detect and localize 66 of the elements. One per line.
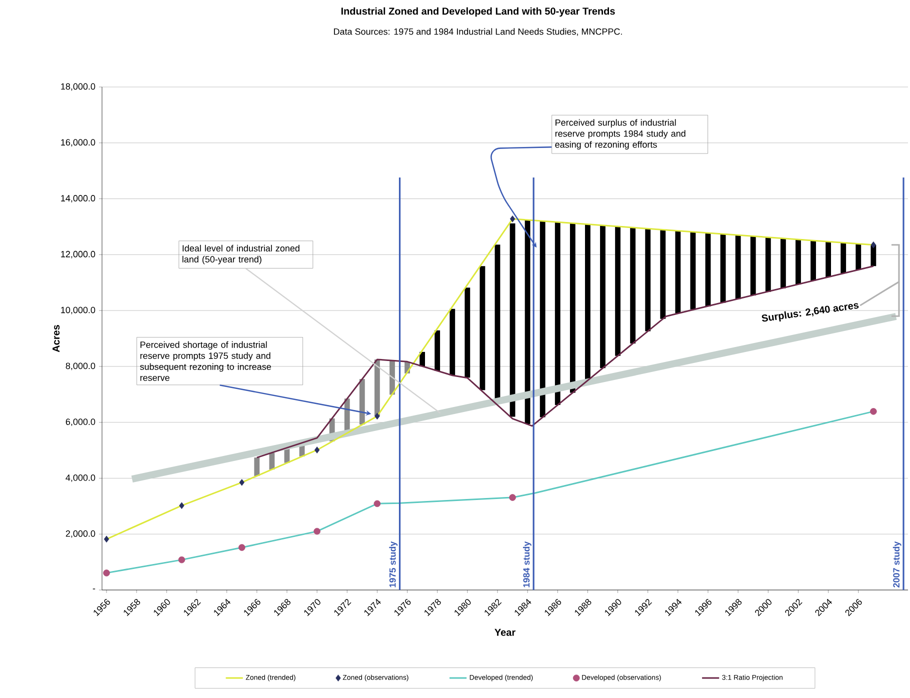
bar (585, 224, 590, 380)
chart-subtitle: Data Sources: 1975 and 1984 Industrial Land Needs Studies, MNCPPC. (334, 28, 622, 36)
point (239, 479, 244, 486)
bar (705, 232, 711, 306)
bar (690, 232, 696, 310)
point (374, 500, 381, 508)
y-tick-label: 12,000.0 (61, 250, 96, 258)
point (103, 570, 110, 576)
bar (750, 236, 756, 296)
bar (554, 222, 560, 405)
bar (570, 223, 576, 393)
bar (765, 237, 771, 292)
ref-line-label: 1975 study (389, 541, 398, 588)
annotation: Ideal level of industrial zoned land (50-year trend) (182, 244, 300, 264)
point (104, 536, 110, 543)
annotation: Perceived shortage of industrial reserve prompts 1975 study and subsequent rezoning to increase reserve (140, 341, 271, 381)
bar (720, 234, 726, 303)
bar (450, 308, 456, 376)
bar (840, 242, 846, 274)
y-tick-label: 4,000.0 (66, 474, 96, 482)
point (509, 494, 516, 501)
bar (645, 228, 651, 332)
bar (540, 220, 546, 418)
bar (524, 220, 530, 424)
bar (434, 330, 440, 371)
bar (600, 225, 606, 368)
annotation: Surplus: 2,640 acres (762, 303, 859, 322)
point (238, 544, 246, 551)
bar (870, 244, 876, 266)
bar (464, 288, 470, 378)
y-tick-label: - (92, 588, 96, 590)
bar (735, 235, 741, 300)
bar (826, 242, 832, 278)
bar (630, 228, 636, 344)
y-axis-title: Acres (52, 325, 60, 352)
bar (660, 230, 666, 319)
bar (810, 240, 816, 281)
y-tick-label: 16,000.0 (61, 139, 96, 147)
bar (254, 458, 260, 476)
point (179, 502, 184, 509)
chart-title: Industrial Zoned and Developed Land with 50-year Trends (341, 7, 615, 17)
point (870, 241, 876, 248)
annotation: Perceived surplus of industrial reserve prompts 1984 study and easing of rezoning efforts (555, 119, 686, 150)
x-axis-title: Year (494, 628, 516, 636)
y-tick-label: 8,000.0 (66, 362, 96, 370)
bar (615, 226, 620, 356)
ref-line-label: 1984 study (522, 541, 532, 588)
ref-line-label: 2007 study (892, 541, 902, 588)
bar (269, 452, 275, 470)
bar (856, 244, 862, 270)
bar (796, 239, 801, 285)
y-tick-label: 10,000.0 (61, 306, 96, 314)
y-tick-label: 14,000.0 (61, 195, 96, 202)
y-tick-label: 6,000.0 (66, 418, 96, 426)
point (374, 412, 380, 420)
point (314, 528, 320, 535)
point (510, 215, 516, 222)
y-tick-label: 18,000.0 (61, 83, 96, 91)
point (870, 408, 877, 415)
bar (780, 238, 786, 288)
y-tick-label: 2,000.0 (66, 530, 96, 538)
point (178, 556, 186, 564)
bar (480, 266, 486, 390)
bar (359, 379, 365, 425)
point (314, 446, 320, 454)
bar (675, 230, 681, 314)
